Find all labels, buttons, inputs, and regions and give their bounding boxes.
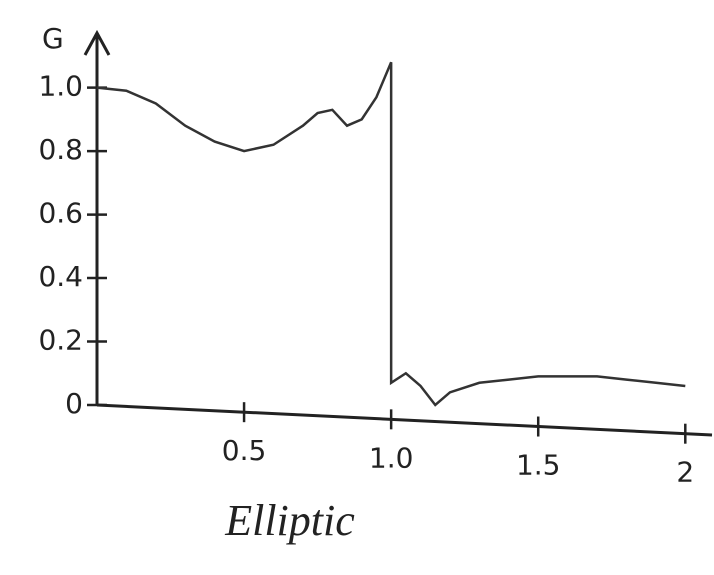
y-axis-label: G xyxy=(42,22,64,55)
x-axis xyxy=(97,405,712,435)
x-tick-label: 2 xyxy=(676,456,694,489)
x-tick-label: 1.0 xyxy=(369,441,414,474)
y-tick-label: 0.4 xyxy=(38,260,83,293)
y-tick-label: 0.6 xyxy=(38,197,83,230)
chart: G Elliptic 0 0.2 0.4 0.6 0.8 1.0 0.5 1.0 1.5 2 xyxy=(0,0,714,575)
gain-curve xyxy=(97,62,685,405)
y-tick-label: 1.0 xyxy=(38,70,83,103)
y-tick-label: 0.8 xyxy=(38,133,83,166)
y-tick-label: 0 xyxy=(65,387,83,420)
x-tick-label: 0.5 xyxy=(222,434,267,467)
y-tick-label: 0.2 xyxy=(38,324,83,357)
chart-title: Elliptic xyxy=(224,496,355,545)
x-tick-label: 1.5 xyxy=(516,449,561,482)
